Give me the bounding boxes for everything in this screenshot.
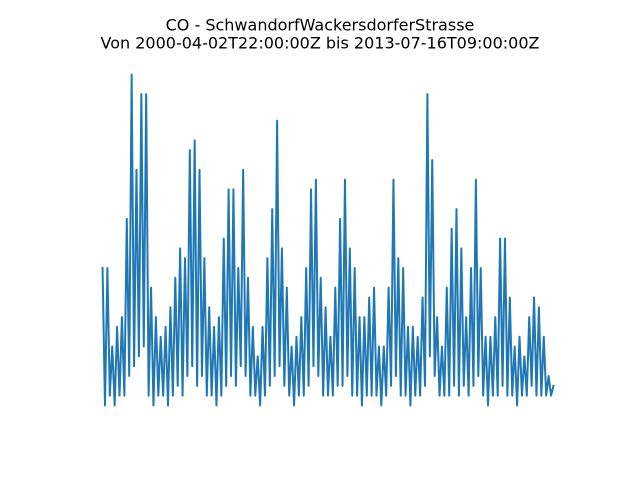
- data-line: [101, 73, 555, 407]
- chart-subtitle: Von 2000-04-02T22:00:00Z bis 2013-07-16T…: [101, 34, 540, 53]
- chart-title: CO - SchwandorfWackersdorferStrasse: [166, 16, 475, 35]
